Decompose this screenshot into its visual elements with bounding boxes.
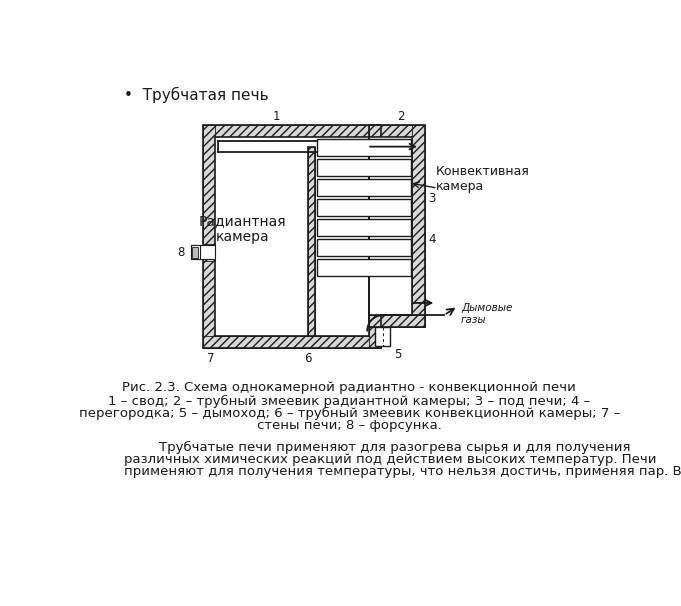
Text: 2: 2	[397, 110, 405, 124]
Polygon shape	[203, 336, 381, 348]
Text: применяют для получения температуры, что нельзя достичь, применяя пар. В: применяют для получения температуры, что…	[124, 465, 681, 478]
Text: Конвективная
камера: Конвективная камера	[437, 165, 530, 193]
Bar	[317, 239, 411, 256]
Bar	[317, 199, 411, 216]
Text: 4: 4	[428, 233, 436, 245]
Polygon shape	[203, 125, 381, 138]
Text: 1: 1	[273, 110, 281, 124]
Text: Трубчатые печи применяют для разогрева сырья и для получения: Трубчатые печи применяют для разогрева с…	[159, 441, 630, 454]
Text: 8: 8	[177, 245, 185, 259]
Bar	[191, 245, 215, 259]
Polygon shape	[369, 315, 424, 327]
Polygon shape	[369, 138, 381, 348]
Text: Дымовые
газы: Дымовые газы	[461, 303, 512, 325]
Bar	[317, 179, 411, 196]
Text: 6: 6	[304, 352, 311, 365]
Polygon shape	[308, 147, 315, 336]
Text: перегородка; 5 – дымоход; 6 – трубный змеевик конвекционной камеры; 7 –: перегородка; 5 – дымоход; 6 – трубный зм…	[79, 407, 620, 420]
Text: 7: 7	[207, 352, 215, 365]
Polygon shape	[369, 125, 424, 138]
Bar	[191, 245, 200, 259]
Text: стены печи; 8 – форсунка.: стены печи; 8 – форсунка.	[257, 419, 442, 432]
Polygon shape	[412, 125, 424, 327]
Bar	[317, 159, 411, 176]
Text: 5: 5	[394, 348, 402, 361]
Polygon shape	[215, 138, 369, 336]
Bar	[203, 244, 215, 261]
Text: различных химических реакций под действием высоких температур. Печи: различных химических реакций под действи…	[124, 453, 656, 466]
Bar	[317, 139, 411, 156]
Text: Радиантная
камера: Радиантная камера	[199, 214, 286, 244]
Bar	[317, 259, 411, 276]
Bar	[317, 219, 411, 236]
Text: Рис. 2.3. Схема однокамерной радиантно - конвекционной печи: Рис. 2.3. Схема однокамерной радиантно -…	[123, 381, 576, 394]
Polygon shape	[203, 125, 215, 348]
Bar	[192, 247, 198, 258]
Bar	[375, 327, 390, 346]
Bar	[369, 138, 412, 315]
Text: 3: 3	[428, 193, 436, 205]
Text: 1 – свод; 2 – трубный змеевик радиантной камеры; 3 – под печи; 4 –: 1 – свод; 2 – трубный змеевик радиантной…	[108, 395, 590, 408]
Text: •  Трубчатая печь: • Трубчатая печь	[124, 87, 268, 103]
